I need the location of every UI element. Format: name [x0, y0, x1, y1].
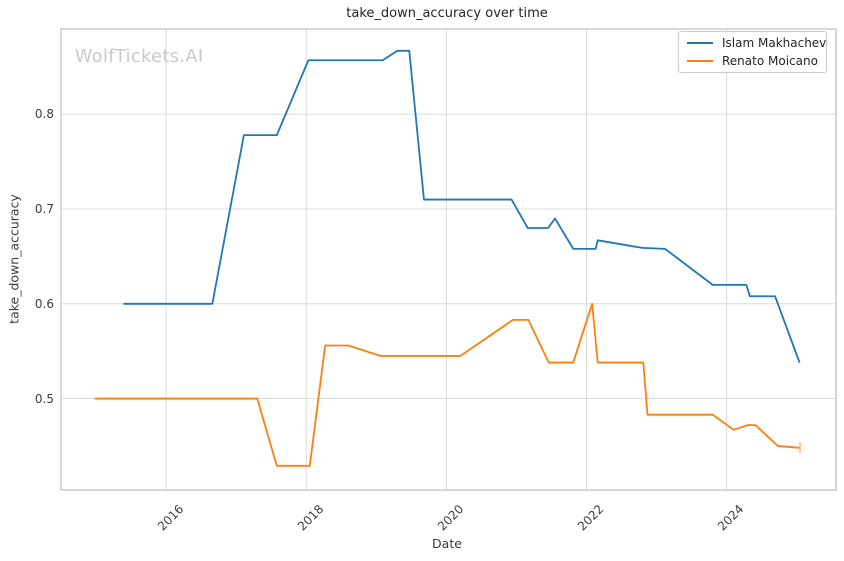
series-line-renato-moicano [94, 302, 800, 467]
legend: Islam Makhachev Renato Moicano [678, 31, 827, 73]
y-tick-label: 0.6 [34, 296, 54, 311]
y-tick-label: 0.8 [34, 107, 54, 122]
legend-label: Islam Makhachev [722, 36, 827, 50]
x-axis-label: Date [432, 536, 462, 551]
series-line-islam-makhachev [123, 49, 801, 363]
axes-border [60, 28, 837, 491]
legend-label: Renato Moicano [722, 54, 818, 68]
legend-line-swatch-blue [687, 42, 713, 44]
watermark: WolfTickets.AI [75, 47, 204, 67]
legend-item-islam-makhachev: Islam Makhachev [687, 36, 826, 50]
chart-title: take_down_accuracy over time [346, 6, 548, 21]
legend-line-swatch-orange [687, 60, 713, 62]
y-tick-label: 0.5 [34, 391, 54, 406]
legend-item-renato-moicano: Renato Moicano [687, 54, 818, 68]
y-tick-label: 0.7 [34, 202, 54, 217]
